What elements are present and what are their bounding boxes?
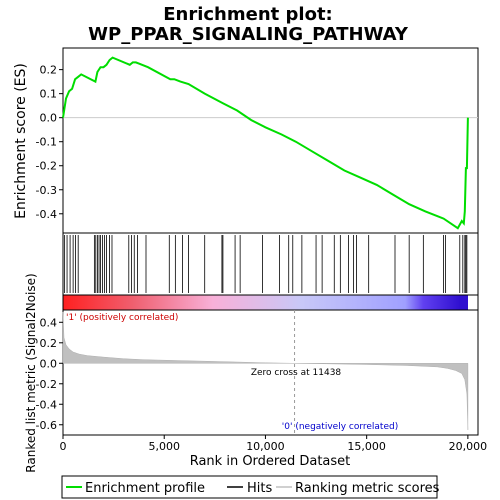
enrichment-panel: 0.2 0.1 0.0 -0.1 -0.2 -0.3 -0.4 Enrichment sco… — [13, 47, 479, 234]
ranking-metric-area — [62, 311, 469, 430]
hits-panel-frame — [62, 232, 479, 296]
chart-title-line1: Enrichment plot: — [163, 4, 333, 25]
ranking-metric-y-ticks: 0.4 0.2 0.0 -0.2 -0.4 -0.6 — [36, 316, 63, 432]
enrichment-y-tick-label: -0.4 — [36, 208, 57, 221]
ranking-metric-panel-frame — [62, 309, 479, 436]
x-tick-label: 20,000 — [449, 440, 488, 453]
x-axis-ticks: 0 5,000 10,000 15,000 20,000 — [60, 435, 488, 453]
x-tick-label: 0 — [60, 440, 67, 453]
ranking-metric-y-tick-label: -0.6 — [36, 419, 57, 432]
legend-frame — [61, 475, 438, 499]
hits-lines — [64, 235, 468, 293]
ranking-metric-y-tick-label: 0.0 — [40, 357, 58, 370]
enrichment-y-tick-label: 0.1 — [40, 88, 58, 101]
ranking-metric-y-tick-label: 0.2 — [40, 337, 58, 350]
legend-metric-label: Ranking metric scores — [295, 481, 440, 496]
chart-title-line2: WP_PPAR_SIGNALING_PATHWAY — [88, 24, 409, 45]
ranking-metric-y-axis-label: Ranked list metric (Signal2Noise) — [24, 273, 38, 472]
ranking-metric-y-tick-label: -0.4 — [36, 398, 57, 411]
negative-correlation-label: '0' (negatively correlated) — [282, 422, 398, 432]
ranking-metric-y-tick-label: 0.4 — [40, 316, 58, 329]
x-tick-label: 10,000 — [246, 440, 285, 453]
enrichment-y-tick-label: 0.2 — [40, 64, 58, 77]
x-tick-label: 5,000 — [148, 440, 180, 453]
enrichment-profile-line — [62, 56, 469, 230]
color-bar-rect — [62, 294, 479, 311]
positive-correlation-label: '1' (positively correlated) — [66, 313, 178, 323]
legend: Enrichment profile Hits Ranking metric s… — [61, 475, 440, 499]
legend-enrichment-label: Enrichment profile — [85, 481, 205, 496]
ranking-metric-y-tick-label: -0.2 — [36, 378, 57, 391]
ranking-metric-panel: 0.4 0.2 0.0 -0.2 -0.4 -0.6 '1' (positively co… — [24, 273, 479, 473]
enrichment-y-tick-label: -0.1 — [36, 136, 57, 149]
zero-cross-label: Zero cross at 11438 — [251, 368, 342, 378]
x-tick-label: 15,000 — [347, 440, 386, 453]
legend-hits-label: Hits — [247, 481, 272, 496]
enrichment-panel-frame — [62, 47, 479, 234]
enrichment-y-tick-label: 0.0 — [40, 112, 58, 125]
x-axis-label: Rank in Ordered Dataset — [190, 454, 351, 469]
ranking-color-bar — [62, 294, 479, 311]
enrichment-y-tick-label: -0.2 — [36, 160, 57, 173]
hits-panel — [62, 232, 479, 296]
enrichment-y-ticks: 0.2 0.1 0.0 -0.1 -0.2 -0.3 -0.4 — [36, 64, 478, 221]
enrichment-y-axis-label: Enrichment score (ES) — [13, 63, 29, 219]
enrichment-y-tick-label: -0.3 — [36, 184, 57, 197]
